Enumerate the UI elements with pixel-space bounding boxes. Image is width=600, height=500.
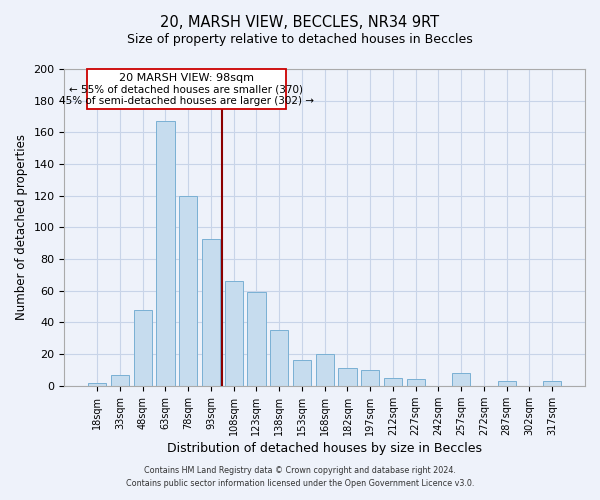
- Bar: [202, 238, 220, 386]
- Bar: [111, 374, 129, 386]
- Bar: [407, 380, 425, 386]
- Bar: [543, 381, 562, 386]
- Bar: [452, 373, 470, 386]
- Text: Size of property relative to detached houses in Beccles: Size of property relative to detached ho…: [127, 32, 473, 46]
- Bar: [179, 196, 197, 386]
- Bar: [338, 368, 356, 386]
- Bar: [134, 310, 152, 386]
- Bar: [293, 360, 311, 386]
- Bar: [384, 378, 402, 386]
- Text: 45% of semi-detached houses are larger (302) →: 45% of semi-detached houses are larger (…: [59, 96, 314, 106]
- Bar: [270, 330, 288, 386]
- Text: 20, MARSH VIEW, BECCLES, NR34 9RT: 20, MARSH VIEW, BECCLES, NR34 9RT: [160, 15, 440, 30]
- FancyBboxPatch shape: [87, 69, 286, 108]
- Text: 20 MARSH VIEW: 98sqm: 20 MARSH VIEW: 98sqm: [119, 72, 254, 83]
- Bar: [316, 354, 334, 386]
- Bar: [224, 282, 243, 386]
- Text: ← 55% of detached houses are smaller (370): ← 55% of detached houses are smaller (37…: [70, 84, 304, 94]
- Bar: [361, 370, 379, 386]
- X-axis label: Distribution of detached houses by size in Beccles: Distribution of detached houses by size …: [167, 442, 482, 455]
- Text: Contains HM Land Registry data © Crown copyright and database right 2024.
Contai: Contains HM Land Registry data © Crown c…: [126, 466, 474, 487]
- Y-axis label: Number of detached properties: Number of detached properties: [15, 134, 28, 320]
- Bar: [88, 382, 106, 386]
- Bar: [247, 292, 266, 386]
- Bar: [497, 381, 516, 386]
- Bar: [157, 122, 175, 386]
